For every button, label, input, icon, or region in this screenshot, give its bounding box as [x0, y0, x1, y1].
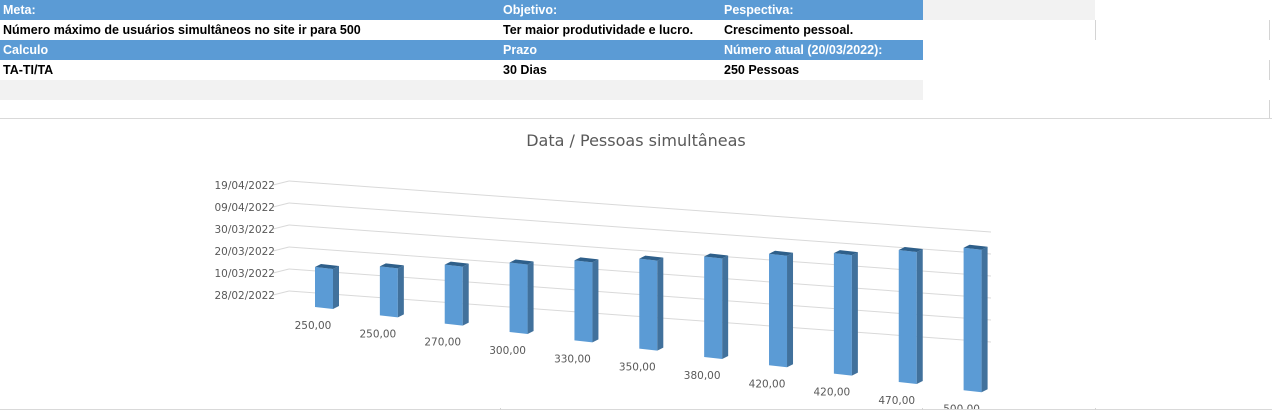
empty-cell: [923, 0, 1095, 20]
chart-bar: [963, 244, 988, 393]
chart-bar: [315, 264, 339, 309]
x-tick-label: 250,00: [295, 320, 332, 332]
prazo-label[interactable]: Prazo: [500, 40, 721, 60]
chart-bar: [379, 263, 404, 318]
gridline: [288, 224, 992, 277]
cell-gridline: [1095, 408, 1096, 410]
cell-gridline: [1269, 100, 1270, 120]
cell-gridline: [1095, 20, 1096, 40]
chart-bar: [769, 250, 794, 368]
empty-row: [0, 80, 923, 100]
objetivo-label[interactable]: Objetivo:: [500, 0, 721, 20]
gridline-side: [272, 180, 290, 186]
cell-gridline: [1269, 60, 1270, 80]
x-tick-label: 420,00: [749, 378, 786, 390]
gridline-side: [272, 202, 290, 208]
y-tick-label: 28/02/2022: [214, 290, 275, 302]
chart-bar: [898, 246, 923, 384]
y-tick-label: 10/03/2022: [214, 268, 275, 280]
chart-title: Data / Pessoas simultâneas: [526, 131, 746, 150]
chart-bar: [444, 261, 469, 326]
x-tick-label: 470,00: [878, 395, 915, 407]
chart-area[interactable]: Data / Pessoas simultâneas 28/02/2022 10/…: [0, 118, 1272, 410]
chart-bar: [639, 255, 664, 351]
chart-bar: [704, 253, 729, 359]
x-tick-label: 330,00: [554, 353, 591, 365]
cell-gridline: [922, 408, 923, 410]
gridline: [288, 202, 992, 255]
calculo-label[interactable]: Calculo: [0, 40, 500, 60]
cell-gridline: [500, 408, 501, 410]
x-tick-label: 270,00: [424, 337, 461, 349]
gridline-side: [272, 224, 290, 230]
y-tick-label: 09/04/2022: [214, 202, 275, 214]
gridline-side: [272, 246, 290, 252]
y-tick-label: 20/03/2022: [214, 246, 275, 258]
meta-value[interactable]: Número máximo de usuários simultâneos no…: [0, 20, 500, 40]
x-tick-label: 350,00: [619, 362, 656, 374]
x-tick-label: 420,00: [814, 387, 851, 399]
chart-bar: [509, 259, 534, 334]
gridline-side: [272, 290, 290, 296]
cell-gridline: [1269, 20, 1270, 40]
x-tick-label: 250,00: [359, 328, 396, 340]
gridline: [288, 180, 992, 233]
perspectiva-value[interactable]: Crescimento pessoal.: [721, 20, 923, 40]
prazo-value[interactable]: 30 Dias: [500, 60, 721, 80]
x-tick-label: 380,00: [684, 370, 721, 382]
numero-atual-value[interactable]: 250 Pessoas: [721, 60, 923, 80]
x-tick-label: 500,00: [943, 403, 980, 409]
meta-label[interactable]: Meta:: [0, 0, 500, 20]
objetivo-value[interactable]: Ter maior produtividade e lucro.: [500, 20, 721, 40]
numero-atual-label[interactable]: Número atual (20/03/2022):: [721, 40, 923, 60]
gridline-side: [272, 268, 290, 274]
chart-bar: [833, 250, 858, 376]
calculo-value[interactable]: TA-TI/TA: [0, 60, 500, 80]
y-tick-label: 19/04/2022: [214, 180, 275, 192]
x-tick-label: 300,00: [489, 345, 526, 357]
perspectiva-label[interactable]: Pespectiva:: [721, 0, 923, 20]
chart-plot: 28/02/2022 10/03/2022 20/03/2022 30/03/2022…: [214, 180, 992, 409]
y-tick-label: 30/03/2022: [214, 224, 275, 236]
chart-bar: [574, 257, 599, 343]
